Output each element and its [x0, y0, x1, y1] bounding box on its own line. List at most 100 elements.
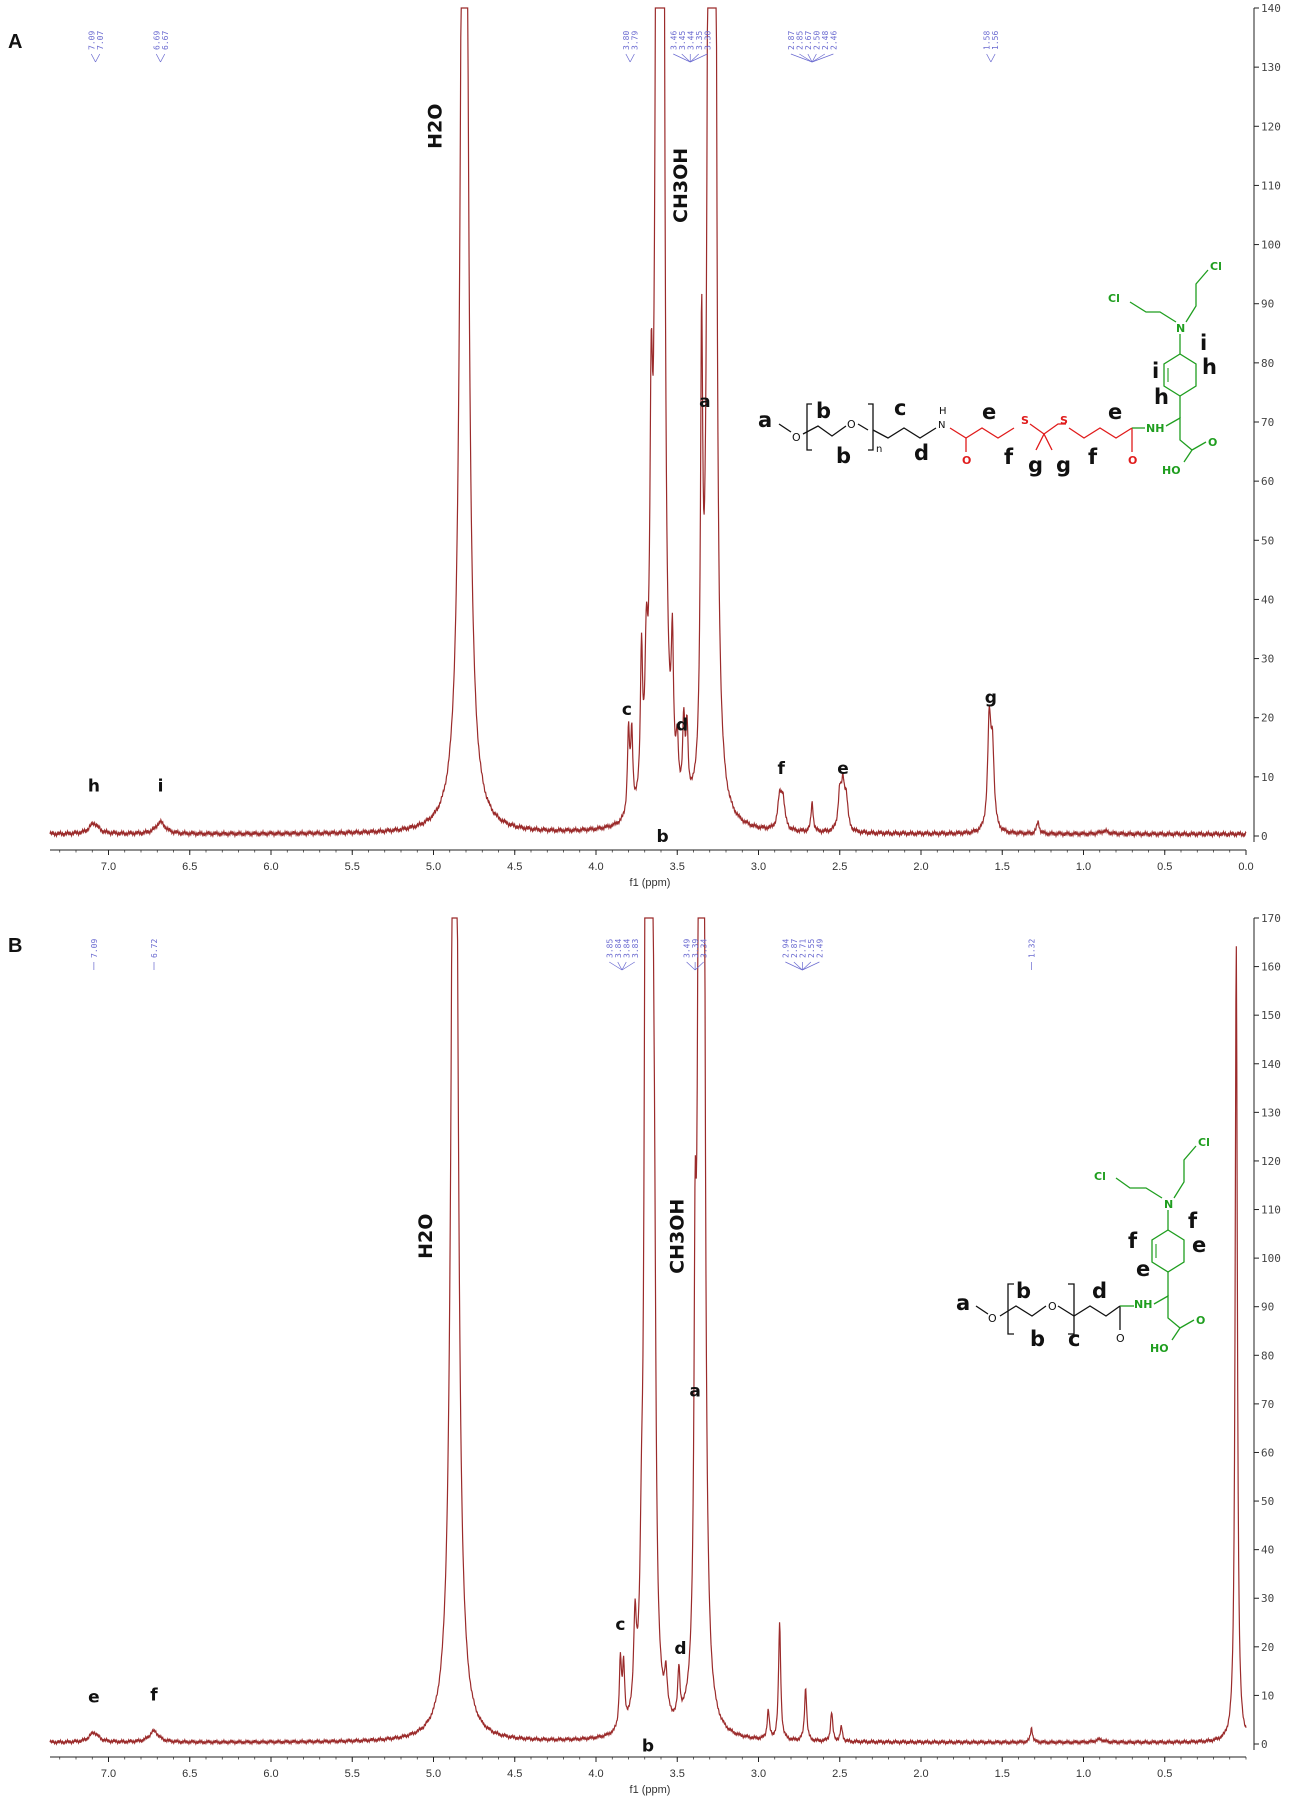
structure-a-atom-o2: O — [847, 418, 856, 431]
y-tick-label-70: 70 — [1261, 1398, 1274, 1411]
structure-b-tag-f1: f — [1128, 1229, 1138, 1253]
solvent-label-h2o: H2O — [425, 104, 447, 149]
shift-label: 3.79 — [630, 31, 639, 50]
spectrum-panel-b: 7.0 6.5 6.0 5.5 5.0 4.5 4.0 3.5 3.0 2.5 2.0 1.5 1.0 0… — [49, 912, 1281, 1796]
structure-a-tag-f2: f — [1088, 445, 1098, 469]
y-tick-label-40: 40 — [1261, 593, 1274, 606]
peak-label-i: i — [158, 777, 164, 797]
solvent-label-ch3oh: CH3OH — [670, 148, 692, 223]
shift-connector — [811, 53, 826, 63]
structure-a-atom-nh1-n: N — [938, 420, 945, 431]
x-tick-label-0.0: 0.0 — [1238, 861, 1253, 873]
structure-a-red-chain3 — [1068, 427, 1133, 439]
structure-a-atom-o-green: O — [1208, 436, 1217, 449]
structure-a-green-backbone — [1165, 416, 1193, 451]
peak-label-f: f — [150, 1685, 158, 1705]
peak-label-a: a — [689, 1382, 700, 1402]
y-tick-label-140: 140 — [1261, 2, 1281, 15]
shift-label: 3.30 — [703, 31, 712, 50]
shift-label: 2.71 — [798, 939, 807, 958]
structure-a-atom-nh2: NH — [1146, 422, 1164, 435]
x-tick-label-1.5: 1.5 — [995, 1768, 1010, 1780]
shift-label: 6.69 — [152, 31, 161, 50]
structure-a-tag-c: c — [894, 396, 906, 420]
structure-b-tag-c: c — [1068, 1327, 1080, 1351]
y-tick-label-50: 50 — [1261, 534, 1274, 547]
shift-label: 3.84 — [622, 939, 631, 958]
chemical-structure-a: a O b b O n c d H N O e f S g g S f e O — [758, 260, 1222, 477]
structure-b-green-arm1 — [1115, 1177, 1163, 1199]
shift-connector — [785, 961, 803, 971]
peak-label-d: d — [674, 1639, 686, 1659]
structure-b-atom-o-green: O — [1196, 1314, 1205, 1327]
structure-b-green-arm2 — [1173, 1145, 1197, 1199]
x-tick-label-4.0: 4.0 — [588, 1768, 603, 1780]
structure-a-tag-i1: i — [1152, 359, 1159, 383]
shift-connector — [609, 961, 623, 971]
solvent-label-h2o: H2O — [415, 1214, 437, 1259]
x-tick-label-1.0: 1.0 — [1076, 1768, 1091, 1780]
x-tick-label-5.5: 5.5 — [345, 1768, 360, 1780]
y-tick-label-130: 130 — [1261, 61, 1281, 74]
peak-label-b: b — [642, 1736, 654, 1756]
structure-a-bracket-right — [868, 403, 874, 451]
y-tick-label-110: 110 — [1261, 179, 1281, 192]
structure-b-tag-b1: b — [1016, 1279, 1031, 1303]
shift-label: 3.44 — [686, 31, 695, 50]
peak-label-d: d — [676, 716, 688, 736]
y-tick-label-90: 90 — [1261, 298, 1274, 311]
y-tick-label-120: 120 — [1261, 120, 1281, 133]
structure-a-tag-g1: g — [1028, 453, 1043, 477]
y-tick-label-120: 120 — [1261, 1155, 1281, 1168]
shift-label: 2.85 — [795, 31, 804, 50]
y-tick-label-0: 0 — [1261, 830, 1268, 843]
structure-a-tag-a: a — [758, 408, 772, 432]
structure-a-tag-i2: i — [1200, 331, 1207, 355]
shift-label: 7.09 — [87, 31, 96, 50]
shift-connector — [799, 53, 813, 63]
y-tick-label-130: 130 — [1261, 1106, 1281, 1119]
x-tick-label-6.5: 6.5 — [182, 1768, 197, 1780]
structure-a-tag-n: n — [876, 444, 882, 455]
y-tick-label-170: 170 — [1261, 912, 1281, 925]
structure-a-atom-nh1-h: H — [939, 406, 947, 417]
x-tick-label-3.5: 3.5 — [670, 1768, 685, 1780]
shift-label: 2.49 — [815, 939, 824, 958]
y-tick-label-140: 140 — [1261, 1058, 1281, 1071]
x-tick-label-3.5: 3.5 — [670, 861, 685, 873]
structure-b-benzene-ring — [1151, 1229, 1185, 1273]
shift-label: 2.48 — [821, 31, 830, 50]
shift-label: 2.55 — [807, 939, 816, 958]
solvent-label-ch3oh: CH3OH — [667, 1199, 689, 1274]
structure-b-bond-a — [975, 1305, 989, 1315]
x-tick-label-5.5: 5.5 — [345, 861, 360, 873]
shift-connector — [790, 53, 813, 63]
peak-label-e: e — [837, 759, 849, 779]
shift-connector — [802, 961, 812, 971]
shift-connector — [802, 961, 820, 971]
peak-label-c: c — [622, 700, 632, 720]
y-tick-label-100: 100 — [1261, 239, 1281, 252]
structure-a-tag-g2: g — [1056, 453, 1071, 477]
structure-a-peg-bonds — [778, 423, 792, 433]
shift-connector — [690, 53, 708, 63]
shift-connector — [812, 53, 834, 63]
structure-a-atom-ho: HO — [1162, 464, 1181, 477]
structure-a-tag-b1: b — [816, 399, 831, 423]
y-tick-label-60: 60 — [1261, 1446, 1274, 1459]
structure-b-tag-a: a — [956, 1291, 970, 1315]
shift-label: 1.32 — [1028, 939, 1037, 958]
shift-label: 6.72 — [150, 939, 159, 958]
shift-connector — [617, 961, 623, 971]
chemical-structure-b: a O b b O c d O NH O HO N Cl Cl f e f e — [956, 1136, 1210, 1355]
structure-b-green-backbone — [1153, 1294, 1181, 1329]
y-tick-label-30: 30 — [1261, 653, 1274, 666]
shift-connector — [673, 53, 691, 63]
y-tick-label-110: 110 — [1261, 1204, 1281, 1217]
x-tick-label-2.0: 2.0 — [913, 1768, 928, 1780]
structure-a-linker-chain — [872, 427, 937, 439]
x-tick-label-0.5: 0.5 — [1157, 1768, 1172, 1780]
shift-label: 2.67 — [804, 31, 813, 50]
panel-letter-b: B — [8, 935, 22, 957]
structure-b-bracket-right — [1068, 1283, 1075, 1335]
